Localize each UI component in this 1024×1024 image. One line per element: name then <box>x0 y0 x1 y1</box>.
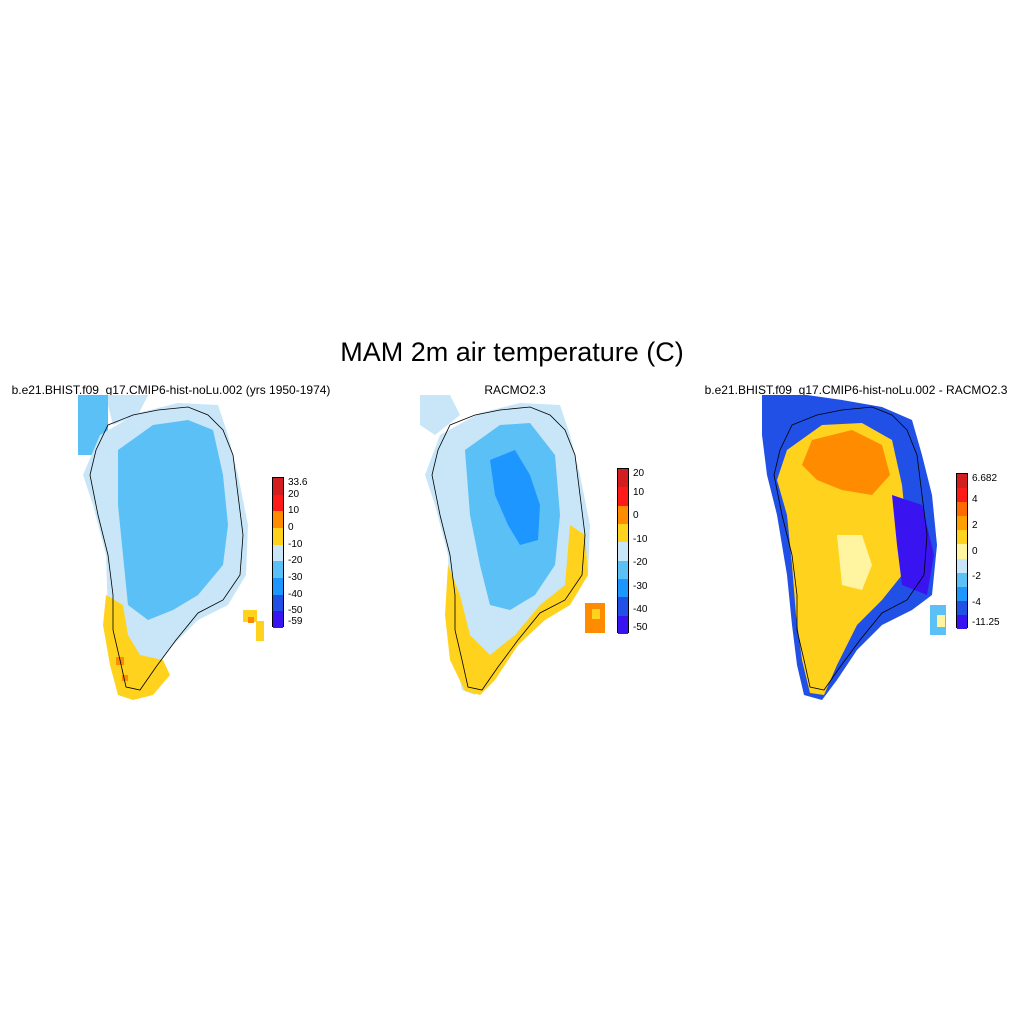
colorbar-swatch <box>957 516 967 531</box>
colorbar-swatch <box>273 478 283 495</box>
colorbar-swatch <box>618 615 628 634</box>
colorbar-tick-label: -40 <box>633 604 648 616</box>
colorbar-tick-label: -50 <box>633 622 648 633</box>
panel-2-title: RACMO2.3 <box>484 383 546 397</box>
colorbar-tick-label: 20 <box>288 488 300 500</box>
greenland-coastal-warm <box>445 525 588 695</box>
colorbar-tick-label: 20 <box>633 468 645 479</box>
panel-1-title: b.e21.BHIST.f09_g17.CMIP6-hist-noLu.002 … <box>11 383 331 397</box>
panel-3-map <box>762 395 946 700</box>
colorbar-tick-label: 2 <box>972 519 978 531</box>
colorbar-swatch <box>957 558 967 573</box>
colorbar-tick-label: -11.25 <box>972 617 1000 628</box>
greenland-interior-region <box>118 420 228 620</box>
figure-title: MAM 2m air temperature (C) <box>340 337 684 367</box>
difference-peak-region <box>802 430 890 495</box>
colorbar-tick-label: -10 <box>633 533 648 545</box>
greenland-summit-region <box>490 450 540 545</box>
colorbar-tick-label: 10 <box>633 486 645 498</box>
colorbar-swatch <box>273 561 283 578</box>
panel-2-map <box>420 395 605 695</box>
panel-2-colorbar: 20 10 0 -10 -20 -30 -40 -50 <box>617 468 677 634</box>
colorbar-tick-label: -2 <box>972 571 981 583</box>
colorbar-tick-label: -59 <box>288 616 303 627</box>
coastline <box>89 406 244 691</box>
panel-3-title: b.e21.BHIST.f09_g17.CMIP6-hist-noLu.002 … <box>704 383 1008 397</box>
colorbar-swatch <box>957 600 967 615</box>
colorbar-tick-label: -20 <box>288 555 303 567</box>
colorbar-tick-label: -20 <box>633 557 648 569</box>
coastline <box>773 406 928 691</box>
colorbar-swatch <box>957 530 967 545</box>
colorbar-swatch <box>273 494 283 512</box>
colorbar-swatch <box>273 578 283 595</box>
colorbar-swatch <box>618 560 628 579</box>
colorbar-swatch <box>618 542 628 561</box>
panel-1-colorbar: 33.6 20 10 0 -10 -20 -30 -40 -50 -59 <box>272 477 342 628</box>
greenland-south-coast <box>103 595 170 700</box>
colorbar-swatch <box>957 502 967 517</box>
colorbar-swatch <box>618 597 628 616</box>
colorbar-tick-label: 0 <box>288 522 294 533</box>
colorbar-tick-label: 10 <box>288 505 300 517</box>
colorbar-tick-label: -10 <box>288 538 303 550</box>
colorbar-swatch <box>957 474 967 489</box>
colorbar-swatch <box>618 579 628 598</box>
colorbar-tick-label: 4 <box>972 493 978 505</box>
colorbar-swatch <box>273 594 283 612</box>
colorbar-swatch <box>273 528 283 545</box>
panel-1-map <box>78 395 264 700</box>
colorbar-tick-label: -40 <box>288 588 303 600</box>
colorbar-swatch <box>618 505 628 524</box>
colorbar-swatch <box>957 488 967 503</box>
colorbar-tick-label: 33.6 <box>288 477 308 488</box>
colorbar-tick-label: 6.682 <box>972 473 998 484</box>
colorbar-swatch <box>273 611 283 628</box>
colorbar-tick-label: 0 <box>633 510 639 522</box>
difference-east-cold <box>892 495 934 595</box>
colorbar-swatch <box>618 524 628 543</box>
colorbar-swatch <box>957 572 967 587</box>
coastline <box>431 406 586 691</box>
colorbar-swatch <box>273 511 283 528</box>
colorbar-tick-label: -30 <box>288 572 303 583</box>
panel-3-colorbar: 6.682 4 2 0 -2 -4 -11.25 <box>956 473 1016 629</box>
difference-near-zero <box>837 535 872 590</box>
colorbar-swatch <box>957 586 967 601</box>
colorbar-tick-label: -30 <box>633 580 648 592</box>
colorbar-tick-label: -50 <box>288 605 303 617</box>
colorbar-swatch <box>618 487 628 506</box>
colorbar-swatch <box>273 544 283 562</box>
colorbar-swatch <box>618 469 628 488</box>
colorbar-swatch <box>957 544 967 559</box>
colorbar-tick-label: 0 <box>972 545 978 557</box>
colorbar-tick-label: -4 <box>972 597 981 609</box>
colorbar-swatch <box>957 614 967 629</box>
